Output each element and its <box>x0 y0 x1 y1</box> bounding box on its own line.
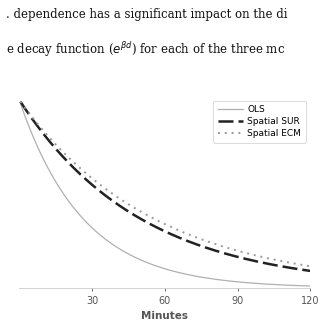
Spatial SUR <box>70 164 74 168</box>
Spatial SUR <box>150 223 154 227</box>
Spatial ECM <box>150 216 154 220</box>
OLS <box>93 228 97 232</box>
Spatial SUR <box>237 255 241 259</box>
OLS <box>212 277 216 281</box>
OLS <box>308 284 312 288</box>
Spatial ECM <box>189 234 193 237</box>
Line: Spatial SUR: Spatial SUR <box>20 102 310 271</box>
Text: e decay function ($e^{\beta d}$) for each of the three mc: e decay function ($e^{\beta d}$) for eac… <box>6 40 285 59</box>
Spatial ECM <box>308 264 312 268</box>
Spatial SUR <box>19 100 22 104</box>
OLS <box>70 204 74 207</box>
Spatial ECM <box>70 159 74 163</box>
Line: OLS: OLS <box>20 103 310 286</box>
Spatial SUR <box>93 185 97 189</box>
Spatial ECM <box>93 179 97 183</box>
Legend: OLS, Spatial SUR, Spatial ECM: OLS, Spatial SUR, Spatial ECM <box>213 100 306 143</box>
Spatial ECM <box>19 100 22 103</box>
OLS <box>189 273 193 277</box>
Spatial SUR <box>189 241 193 244</box>
Spatial ECM <box>212 242 216 245</box>
OLS <box>19 101 22 105</box>
OLS <box>237 280 241 284</box>
Spatial ECM <box>237 249 241 253</box>
Spatial SUR <box>308 269 312 273</box>
Text: . dependence has a significant impact on the di: . dependence has a significant impact on… <box>6 8 288 21</box>
OLS <box>150 262 154 266</box>
Spatial SUR <box>212 248 216 252</box>
X-axis label: Minutes: Minutes <box>141 311 188 320</box>
Line: Spatial ECM: Spatial ECM <box>20 101 310 266</box>
